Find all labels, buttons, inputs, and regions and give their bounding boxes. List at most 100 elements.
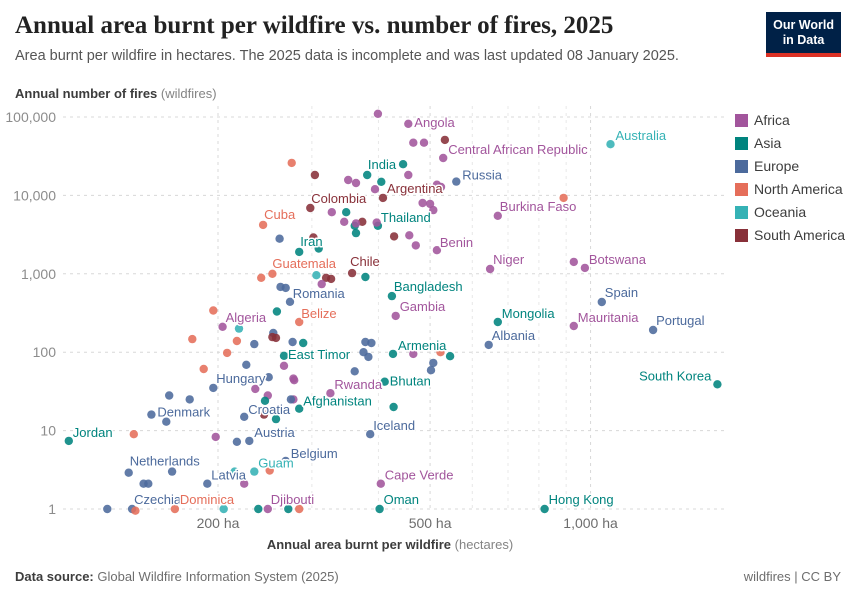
data-point[interactable] bbox=[436, 182, 446, 192]
license-note[interactable]: wildfires | CC BY bbox=[743, 569, 841, 584]
point-guam[interactable] bbox=[250, 467, 259, 476]
data-point[interactable] bbox=[242, 360, 251, 369]
data-point[interactable] bbox=[285, 297, 295, 306]
data-point[interactable] bbox=[440, 135, 450, 145]
point-australia[interactable] bbox=[606, 140, 615, 149]
data-point[interactable] bbox=[351, 219, 361, 228]
data-point[interactable] bbox=[351, 178, 361, 188]
data-point[interactable] bbox=[426, 366, 436, 375]
data-point[interactable] bbox=[377, 177, 386, 186]
point-botswana[interactable] bbox=[580, 263, 590, 273]
data-point[interactable] bbox=[276, 282, 285, 292]
point-cuba[interactable] bbox=[258, 220, 268, 230]
point-croatia[interactable] bbox=[240, 412, 249, 421]
data-point[interactable] bbox=[290, 448, 300, 457]
data-point[interactable] bbox=[234, 324, 244, 333]
data-point[interactable] bbox=[340, 217, 349, 226]
data-point[interactable] bbox=[272, 307, 282, 316]
data-point[interactable] bbox=[429, 358, 438, 368]
data-point[interactable] bbox=[250, 339, 259, 349]
point-armenia[interactable] bbox=[388, 349, 398, 359]
point-afghanistan[interactable] bbox=[295, 404, 304, 413]
data-point[interactable] bbox=[232, 336, 242, 346]
data-point[interactable] bbox=[251, 384, 260, 394]
data-point[interactable] bbox=[367, 338, 376, 348]
data-point[interactable] bbox=[344, 175, 353, 185]
data-point[interactable] bbox=[286, 395, 296, 404]
point-mauritania[interactable] bbox=[569, 321, 578, 331]
data-point[interactable] bbox=[222, 348, 232, 358]
data-point[interactable] bbox=[351, 228, 361, 238]
data-point[interactable] bbox=[275, 234, 284, 243]
point-benin[interactable] bbox=[432, 246, 442, 255]
data-point[interactable] bbox=[230, 467, 239, 476]
legend-item-africa[interactable]: Africa bbox=[735, 112, 845, 128]
point-belgium[interactable] bbox=[281, 456, 290, 466]
data-point[interactable] bbox=[361, 272, 370, 282]
point-central-african-republic[interactable] bbox=[439, 153, 448, 163]
data-point[interactable] bbox=[389, 402, 398, 412]
data-point[interactable] bbox=[287, 158, 296, 168]
point-chile[interactable] bbox=[347, 268, 357, 278]
point-mongolia[interactable] bbox=[493, 317, 502, 327]
data-point[interactable] bbox=[299, 338, 308, 348]
data-point[interactable] bbox=[185, 395, 194, 404]
point-gambia[interactable] bbox=[391, 311, 400, 321]
data-point[interactable] bbox=[290, 376, 299, 385]
point-austria[interactable] bbox=[245, 436, 254, 446]
point-niger[interactable] bbox=[485, 264, 495, 274]
legend-item-europe[interactable]: Europe bbox=[735, 158, 845, 174]
point-dominica[interactable] bbox=[170, 504, 180, 514]
point-east-timor[interactable] bbox=[279, 351, 289, 360]
owid-logo[interactable]: Our World in Data bbox=[766, 12, 841, 57]
data-point[interactable] bbox=[327, 208, 336, 217]
data-point[interactable] bbox=[259, 410, 269, 419]
point-djibouti[interactable] bbox=[263, 504, 272, 514]
data-point[interactable] bbox=[418, 198, 427, 208]
legend-item-north-america[interactable]: North America bbox=[735, 181, 845, 197]
data-point[interactable] bbox=[350, 367, 359, 376]
data-point[interactable] bbox=[279, 361, 289, 370]
point-argentina[interactable] bbox=[378, 193, 388, 203]
point-oman[interactable] bbox=[375, 504, 384, 514]
point-belize[interactable] bbox=[295, 317, 304, 327]
point-guatemala[interactable] bbox=[268, 269, 277, 278]
data-point[interactable] bbox=[199, 364, 208, 374]
point-jordan[interactable] bbox=[64, 436, 74, 446]
data-point[interactable] bbox=[232, 437, 242, 446]
point-albania[interactable] bbox=[484, 340, 493, 350]
data-point[interactable] bbox=[373, 109, 383, 119]
data-point[interactable] bbox=[260, 396, 270, 405]
point-iran[interactable] bbox=[295, 247, 304, 257]
point-burkina-faso[interactable] bbox=[493, 211, 502, 220]
data-point[interactable] bbox=[312, 271, 321, 280]
point-cape-verde[interactable] bbox=[376, 479, 385, 488]
point-spain[interactable] bbox=[597, 297, 606, 307]
data-point[interactable] bbox=[409, 138, 418, 147]
point-netherlands[interactable] bbox=[124, 468, 133, 477]
point-denmark[interactable] bbox=[147, 410, 156, 419]
point-bhutan[interactable] bbox=[380, 377, 389, 386]
data-point[interactable] bbox=[372, 218, 381, 227]
data-point[interactable] bbox=[271, 414, 281, 424]
data-point[interactable] bbox=[254, 504, 263, 514]
legend-item-asia[interactable]: Asia bbox=[735, 135, 845, 151]
point-hungary[interactable] bbox=[209, 383, 218, 393]
data-point[interactable] bbox=[131, 506, 140, 515]
data-point[interactable] bbox=[167, 467, 177, 476]
data-point[interactable] bbox=[326, 274, 336, 284]
data-point[interactable] bbox=[129, 430, 138, 439]
data-point[interactable] bbox=[569, 257, 578, 267]
data-point[interactable] bbox=[436, 348, 445, 357]
point-latvia[interactable] bbox=[203, 479, 212, 488]
point-south-korea[interactable] bbox=[713, 380, 722, 389]
data-point[interactable] bbox=[317, 279, 326, 289]
data-point[interactable] bbox=[559, 193, 568, 203]
point-bangladesh[interactable] bbox=[387, 291, 397, 301]
point-rwanda[interactable] bbox=[326, 389, 335, 398]
data-point[interactable] bbox=[103, 504, 112, 514]
data-point[interactable] bbox=[358, 217, 367, 226]
data-point[interactable] bbox=[419, 138, 429, 147]
data-point[interactable] bbox=[219, 504, 228, 514]
data-point[interactable] bbox=[295, 504, 304, 514]
